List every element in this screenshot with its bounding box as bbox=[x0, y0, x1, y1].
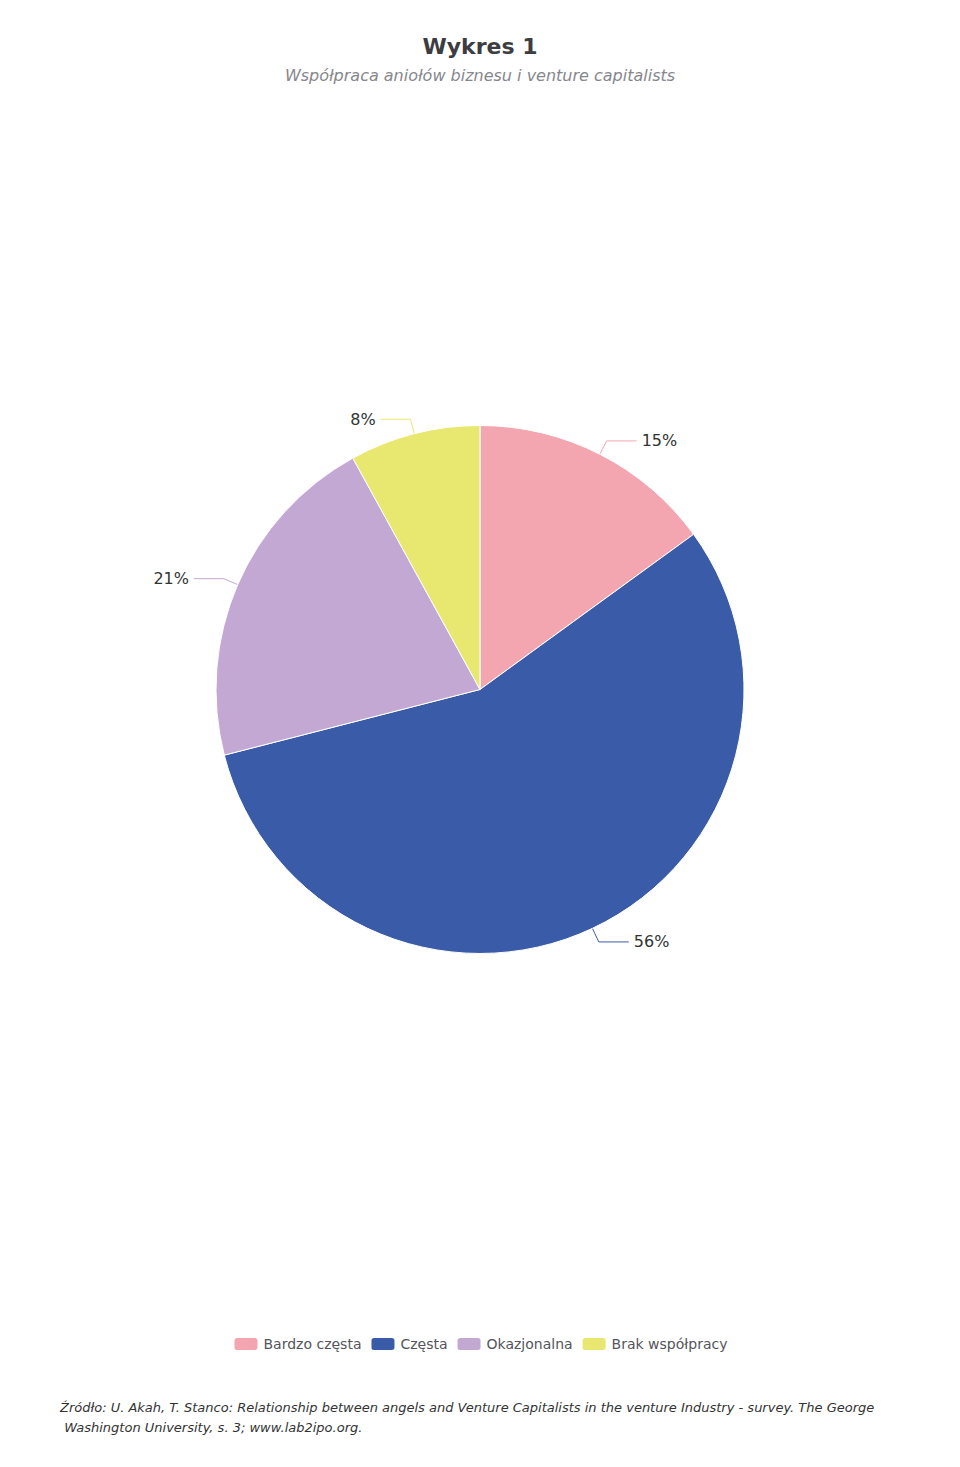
svg-text:56%: 56% bbox=[634, 932, 670, 951]
svg-text:Źródło: U. Akah, T. Stanco: Re: Źródło: U. Akah, T. Stanco: Relationship… bbox=[59, 1400, 874, 1415]
svg-text:Brak współpracy: Brak współpracy bbox=[612, 1336, 728, 1352]
svg-text:Częsta: Częsta bbox=[400, 1336, 447, 1352]
svg-text:Współpraca aniołów biznesu i v: Współpraca aniołów biznesu i venture cap… bbox=[285, 66, 675, 85]
svg-text:Wykres 1: Wykres 1 bbox=[422, 34, 537, 59]
svg-text:21%: 21% bbox=[153, 569, 189, 588]
svg-text:15%: 15% bbox=[642, 431, 678, 450]
svg-text:Bardzo częsta: Bardzo częsta bbox=[264, 1336, 362, 1352]
svg-text:8%: 8% bbox=[350, 410, 375, 429]
svg-text:Okazjonalna: Okazjonalna bbox=[487, 1336, 573, 1352]
svg-text:Washington University, s. 3; w: Washington University, s. 3; www.lab2ipo… bbox=[60, 1420, 362, 1435]
